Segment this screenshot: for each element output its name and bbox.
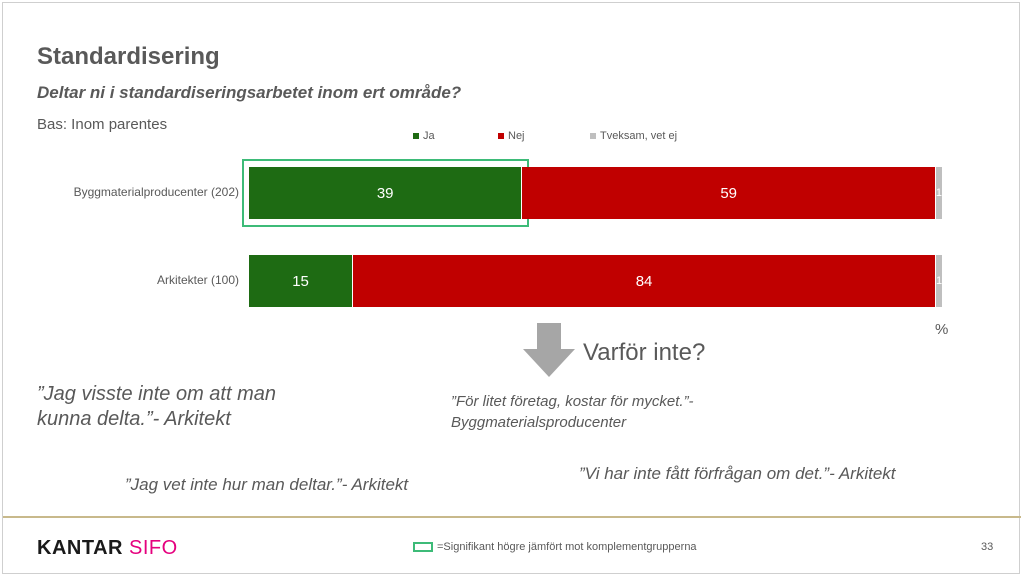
footnote-text: =Signifikant högre jämfört mot komplemen… [437, 541, 697, 553]
unit-label: % [935, 321, 949, 338]
logo-accent: SIFO [129, 537, 178, 559]
legend-item-1: Nej [498, 130, 525, 142]
chart-legend: Ja Nej Tveksam, vet ej [3, 130, 1019, 144]
why-not-heading: Varför inte? [583, 339, 706, 366]
bar-segment: 59 [522, 167, 936, 219]
legend-swatch [498, 133, 504, 139]
bar-segment: 1 [935, 167, 943, 219]
page-number: 33 [981, 541, 994, 553]
footer-divider [3, 516, 1021, 518]
page-title: Standardisering [37, 43, 220, 70]
data-label: 59 [720, 184, 738, 202]
legend-item-2: Tveksam, vet ej [590, 130, 677, 142]
category-label: Byggmaterialproducenter (202) [73, 185, 239, 199]
quote-1: ”Jag visste inte om att man kunna delta.… [37, 383, 276, 430]
legend-label: Nej [508, 130, 525, 142]
quote-4: ”Vi har inte fått förfrågan om det.”- Ar… [579, 464, 896, 483]
significance-box-icon [413, 542, 433, 552]
significance-box [242, 159, 530, 227]
question-subtitle: Deltar ni i standardiseringsarbetet inom… [37, 83, 462, 102]
legend-swatch [590, 133, 596, 139]
base-note: Bas: Inom parentes [37, 116, 168, 133]
bar-segment: 39 [249, 167, 523, 219]
bar-segment: 1 [936, 255, 943, 307]
legend-swatch [413, 133, 419, 139]
data-label: 39 [376, 184, 394, 202]
legend-label: Ja [423, 130, 435, 142]
down-arrow-icon [523, 323, 575, 377]
kantar-sifo-logo: KANTAR SIFO [37, 537, 178, 560]
data-label: 15 [292, 272, 309, 290]
bar-segment: 84 [353, 255, 937, 307]
data-label: 84 [635, 272, 653, 290]
data-label: 1 [936, 275, 943, 287]
bar-segment: 15 [249, 255, 354, 307]
quote-3: ”Jag vet inte hur man deltar.”- Arkitekt [125, 475, 409, 494]
category-label: Arkitekter (100) [156, 273, 239, 287]
data-label: 1 [935, 187, 943, 199]
logo-main: KANTAR [37, 537, 123, 559]
significance-footnote: =Signifikant högre jämfört mot komplemen… [413, 541, 697, 553]
legend-item-0: Ja [413, 130, 435, 142]
quote-2: ”För litet företag, kostar för mycket.”-… [451, 393, 694, 431]
legend-label: Tveksam, vet ej [600, 130, 678, 142]
